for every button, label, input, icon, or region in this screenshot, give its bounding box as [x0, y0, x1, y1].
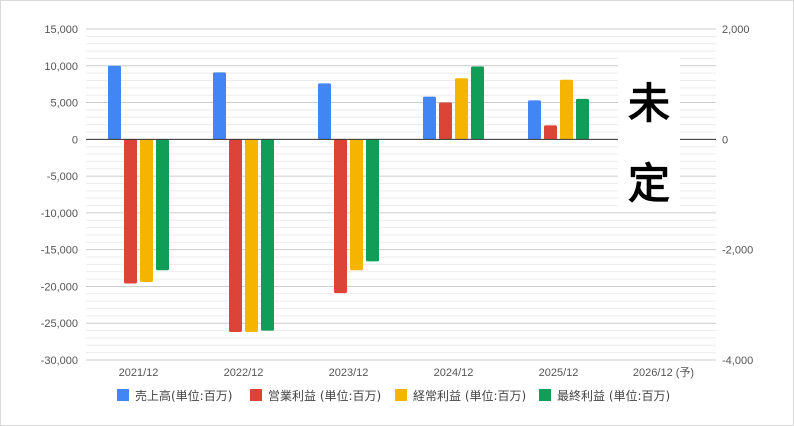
legend-swatch [117, 389, 129, 401]
y-tick-label: 0 [72, 134, 78, 146]
bar [108, 65, 121, 140]
bar [423, 96, 436, 140]
legend-item: 売上高(単位:百万) [117, 388, 232, 403]
y-right-tick-label: -4,000 [722, 355, 753, 367]
legend-label: 売上高(単位:百万) [135, 388, 232, 403]
bar [261, 139, 274, 331]
bar [576, 98, 589, 140]
x-tick-label: 2021/12 [119, 367, 159, 379]
y-axis-right: 2,000 0 -2,000 -4,000 [722, 24, 753, 367]
y-tick-label: -15,000 [41, 245, 78, 257]
legend-label: 最終利益 (単位:百万) [557, 388, 670, 403]
annotation: 未 定 [618, 52, 680, 212]
annotation-char-1: 未 [628, 79, 670, 128]
legend-label: 経常利益 (単位:百万) [413, 388, 526, 403]
legend-item: 最終利益 (単位:百万) [539, 388, 670, 403]
bar [156, 139, 169, 271]
y-tick-label: -5,000 [47, 171, 78, 183]
bar [245, 139, 258, 333]
y-tick-label: -10,000 [41, 208, 78, 220]
legend-swatch [250, 389, 262, 401]
x-tick-label: 2025/12 [539, 367, 579, 379]
x-tick-label: 2024/12 [434, 367, 474, 379]
bar [544, 125, 557, 140]
x-tick-label: 2022/12 [224, 367, 264, 379]
bar [124, 139, 137, 284]
bar [560, 79, 573, 140]
legend-swatch [539, 389, 551, 401]
y-tick-label: 10,000 [44, 61, 78, 73]
y-right-tick-label: -2,000 [722, 245, 753, 257]
bar [213, 72, 226, 140]
bar [318, 83, 331, 140]
y-tick-label: -20,000 [41, 281, 78, 293]
bar [528, 100, 541, 140]
legend-swatch [395, 389, 407, 401]
bar [366, 139, 379, 262]
bar [439, 102, 452, 140]
y-tick-label: -30,000 [41, 355, 78, 367]
bar [455, 78, 468, 140]
bar [140, 139, 153, 283]
legend-item: 経常利益 (単位:百万) [395, 388, 526, 403]
legend-label: 営業利益 (単位:百万) [268, 388, 381, 403]
y-tick-label: -25,000 [41, 318, 78, 330]
bar [334, 139, 347, 294]
bar [350, 139, 363, 271]
bar [229, 139, 242, 333]
annotation-background [618, 52, 680, 212]
bars [108, 65, 589, 333]
x-tick-label: 2023/12 [329, 367, 369, 379]
x-axis: 2021/12 2022/12 2023/12 2024/12 2025/12 2026/… [119, 366, 694, 379]
y-right-tick-label: 2,000 [722, 24, 750, 36]
bar [471, 66, 484, 140]
y-tick-label: 5,000 [50, 98, 78, 110]
annotation-char-2: 定 [628, 159, 670, 208]
x-tick-label: 2026/12 (予) [633, 366, 694, 379]
y-right-tick-label: 0 [722, 134, 728, 146]
legend: 売上高(単位:百万) 営業利益 (単位:百万) 経常利益 (単位:百万) 最終利益 (… [117, 388, 670, 403]
y-tick-label: 15,000 [44, 24, 78, 36]
y-axis-left: 15,000 10,000 5,000 0 -5,000 -10,000 -15,000 -2… [41, 24, 78, 367]
grid-lines [86, 28, 716, 361]
legend-item: 営業利益 (単位:百万) [250, 388, 381, 403]
